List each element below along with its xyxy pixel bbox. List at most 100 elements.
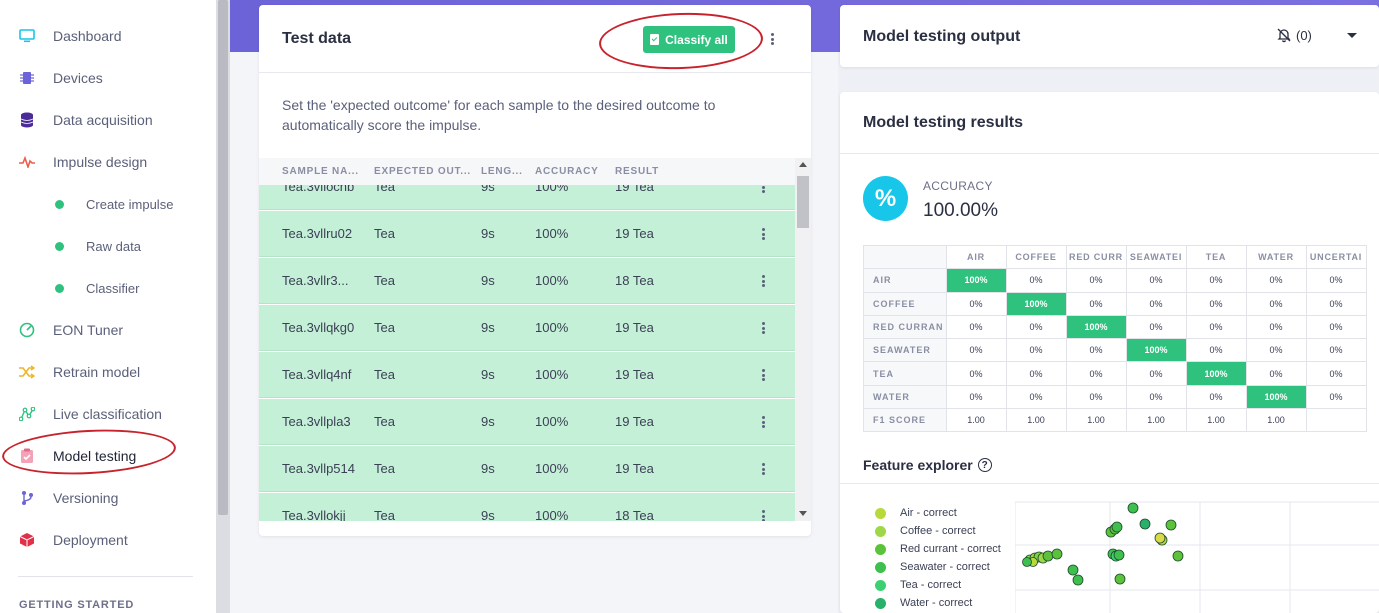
legend-item[interactable]: Tea - correct [875,576,1001,594]
column-header-length[interactable]: LENG... [481,166,523,177]
sidebar-item-create-impulse[interactable]: Create impulse [0,184,216,224]
sample-name[interactable]: Tea.3vllokjj [282,508,346,521]
box-icon [18,531,36,549]
more-options-icon[interactable] [767,31,777,47]
sidebar-item-eon-tuner[interactable]: EON Tuner [0,310,216,350]
sample-name[interactable]: Tea.3vllpla3 [282,414,351,429]
sample-name[interactable]: Tea.3vllqkg0 [282,320,355,335]
expected-outcome: Tea [374,367,395,382]
accuracy: 100% [535,461,569,476]
sidebar-item-model-testing[interactable]: Model testing [0,436,216,476]
scrollbar-thumb[interactable] [218,0,228,515]
data-point [1111,521,1123,533]
sidebar-item-raw-data[interactable]: Raw data [0,226,216,266]
row-menu-icon[interactable] [758,414,768,430]
scroll-down-icon[interactable] [799,511,807,516]
row-menu-icon[interactable] [758,273,768,289]
scroll-up-icon[interactable] [799,162,807,167]
row-menu-icon[interactable] [758,461,768,477]
percent-icon: % [863,176,908,221]
legend-item[interactable]: Coffee - correct [875,522,1001,540]
sidebar-item-classifier[interactable]: Classifier [0,268,216,308]
f1-cell: 1.00 [1245,408,1307,433]
expected-outcome: Tea [374,508,395,521]
matrix-cell: 0% [1185,384,1247,410]
data-point [1042,550,1054,562]
accuracy-value: 100.00% [923,200,999,221]
legend-item[interactable]: Red currant - correct [875,540,1001,558]
legend-label: Seawater - correct [900,561,990,573]
divider [840,483,1379,484]
table-row[interactable]: Tea.3vllq4nf Tea 9s 100% 19 Tea [259,352,795,398]
legend-swatch [875,543,886,555]
matrix-cell: 0% [945,384,1007,410]
sidebar: Dashboard Devices Data acquisition Impul… [0,0,216,613]
monitor-icon [18,27,36,45]
table-row[interactable]: Tea.3vllqkg0 Tea 9s 100% 19 Tea [259,305,795,351]
chevron-down-icon[interactable] [1347,33,1357,38]
matrix-cell: 0% [945,338,1007,363]
expected-outcome: Tea [374,226,395,241]
scrollbar-thumb[interactable] [797,176,809,228]
table-row[interactable]: Tea.3vllr3... Tea 9s 100% 18 Tea [259,258,795,304]
data-point [1022,557,1032,567]
table-scrollbar[interactable] [795,158,811,521]
help-icon[interactable]: ? [977,458,992,472]
sample-name[interactable]: Tea.3vllp514 [282,461,355,476]
table-row[interactable]: Tea.3vllru02 Tea 9s 100% 19 Tea [259,211,795,257]
column-header-accuracy[interactable]: ACCURACY [535,166,599,177]
sidebar-item-label: Raw data [86,238,141,254]
feature-explorer-plot[interactable] [1015,500,1379,613]
legend-swatch [875,507,886,519]
notifications-toggle[interactable]: (0) [1276,27,1312,43]
result: 19 Tea [615,367,654,382]
sidebar-item-data-acquisition[interactable]: Data acquisition [0,100,216,140]
sidebar-item-dashboard[interactable]: Dashboard [0,16,216,56]
sidebar-item-live-classification[interactable]: Live classification [0,394,216,434]
matrix-cell: 0% [1245,291,1307,316]
legend-item[interactable]: Water - correct [875,594,1001,612]
matrix-cell: 0% [1185,338,1247,363]
sidebar-item-devices[interactable]: Devices [0,58,216,98]
classify-all-button[interactable]: Classify all [643,26,735,53]
matrix-cell: 0% [1185,314,1247,340]
feature-explorer-title: Feature explorer ? [863,457,992,473]
table-row[interactable]: Tea.3vllpla3 Tea 9s 100% 19 Tea [259,399,795,445]
database-icon [18,111,36,129]
column-header-expected-outcome[interactable]: EXPECTED OUT... [374,166,472,177]
matrix-cell: 0% [1125,291,1187,316]
sidebar-item-label: Versioning [53,490,119,506]
branch-icon [18,489,36,507]
sidebar-item-retrain-model[interactable]: Retrain model [0,352,216,392]
column-header-result[interactable]: RESULT [615,166,660,177]
row-menu-icon[interactable] [758,367,768,383]
f1-cell: 1.00 [1125,408,1187,433]
row-menu-icon[interactable] [758,320,768,336]
sidebar-item-impulse-design[interactable]: Impulse design [0,142,216,182]
table-row[interactable]: Tea.3vllokjj Tea 9s 100% 18 Tea [259,493,795,521]
legend-item[interactable]: Seawater - correct [875,558,1001,576]
matrix-cell: 100% [945,268,1007,293]
sidebar-item-label: EON Tuner [53,322,124,338]
sidebar-scrollbar[interactable] [216,0,230,613]
sidebar-item-deployment[interactable]: Deployment [0,520,216,560]
table-row[interactable]: Tea.3vllp514 Tea 9s 100% 19 Tea [259,446,795,492]
notification-count: (0) [1296,27,1312,43]
sample-name[interactable]: Tea.3vllr3... [282,273,349,288]
matrix-cell: 0% [1185,291,1247,316]
sample-name[interactable]: Tea.3vllru02 [282,226,353,241]
row-menu-icon[interactable] [758,226,768,242]
matrix-row: TEA 0% 0% 0% 0% 100% 0% 0% [863,361,1367,386]
row-menu-icon[interactable] [758,508,768,521]
sidebar-item-versioning[interactable]: Versioning [0,478,216,518]
divider [259,72,811,73]
matrix-cell: 100% [1065,314,1127,340]
matrix-column-header: COFFEE [1005,244,1067,270]
legend-item[interactable]: Air - correct [875,504,1001,522]
network-icon [18,405,36,423]
feature-explorer-label: Feature explorer [863,457,973,473]
column-header-sample-name[interactable]: SAMPLE NA... [282,166,359,177]
button-label: Classify all [665,32,728,47]
sample-name[interactable]: Tea.3vllq4nf [282,367,352,382]
clipboard-check-icon [18,447,36,465]
